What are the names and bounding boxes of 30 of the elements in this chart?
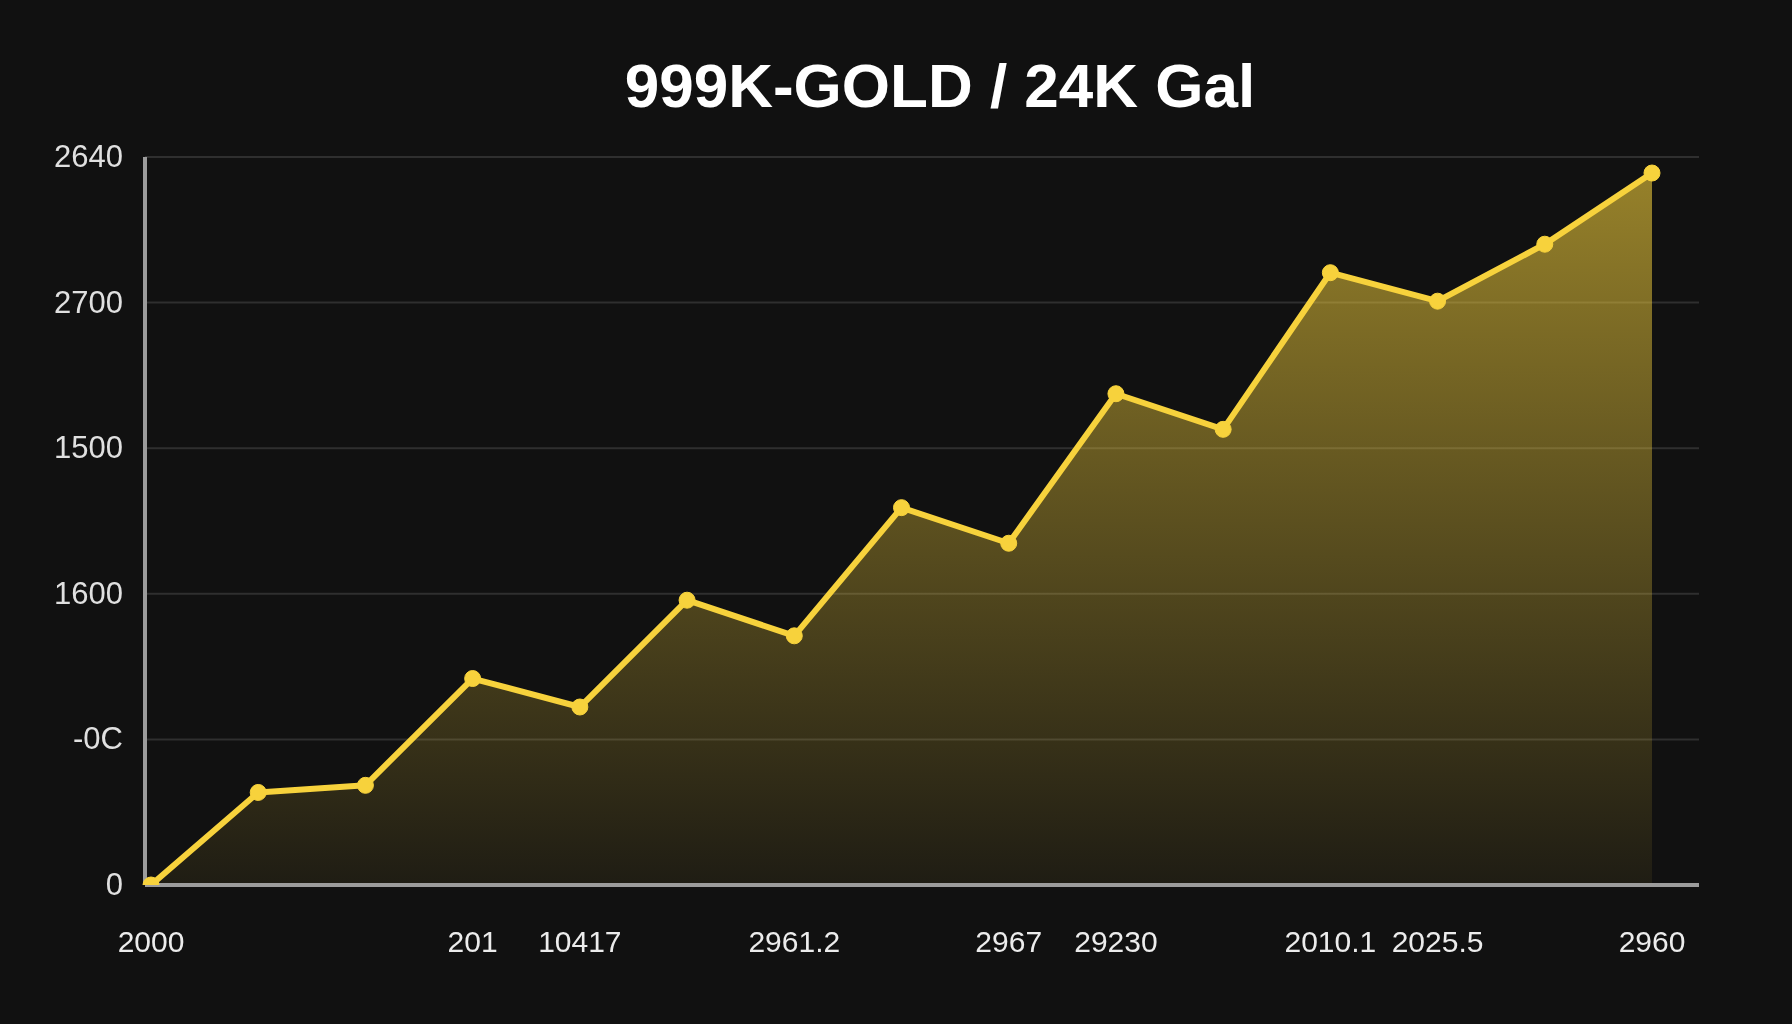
text: -0C bbox=[73, 721, 123, 758]
point bbox=[1321, 264, 1339, 282]
x-tick-label: 2960 bbox=[1618, 925, 1686, 959]
text: 1500 bbox=[54, 430, 123, 467]
point bbox=[1000, 534, 1018, 552]
point bbox=[1536, 235, 1554, 253]
x-tick-label: 2961.2 bbox=[748, 925, 841, 959]
point bbox=[678, 591, 696, 609]
point bbox=[1643, 164, 1661, 182]
x-tick-label: 2010.1 bbox=[1284, 925, 1377, 959]
x-tick-label: 2000 bbox=[117, 925, 185, 959]
text: 2640 bbox=[54, 139, 123, 175]
point bbox=[356, 776, 374, 794]
x-tick-label: 2025.5 bbox=[1391, 925, 1484, 959]
x-tick-label: 2967 bbox=[975, 925, 1043, 959]
point bbox=[1429, 292, 1447, 310]
x-tick-label: 29230 bbox=[1074, 925, 1158, 959]
point bbox=[1214, 420, 1232, 438]
point bbox=[571, 698, 589, 716]
point bbox=[249, 783, 267, 801]
text: 0 bbox=[105, 867, 123, 903]
point bbox=[785, 627, 803, 645]
chart-title: 999K-GOLD / 24K Gal bbox=[623, 51, 1257, 120]
point bbox=[1107, 385, 1125, 403]
point bbox=[464, 670, 482, 688]
text: 1600 bbox=[54, 575, 123, 612]
x-tick-label: 201 bbox=[447, 925, 498, 959]
x-tick-label: 10417 bbox=[538, 925, 622, 959]
point bbox=[893, 499, 910, 517]
text: 2700 bbox=[54, 284, 123, 321]
